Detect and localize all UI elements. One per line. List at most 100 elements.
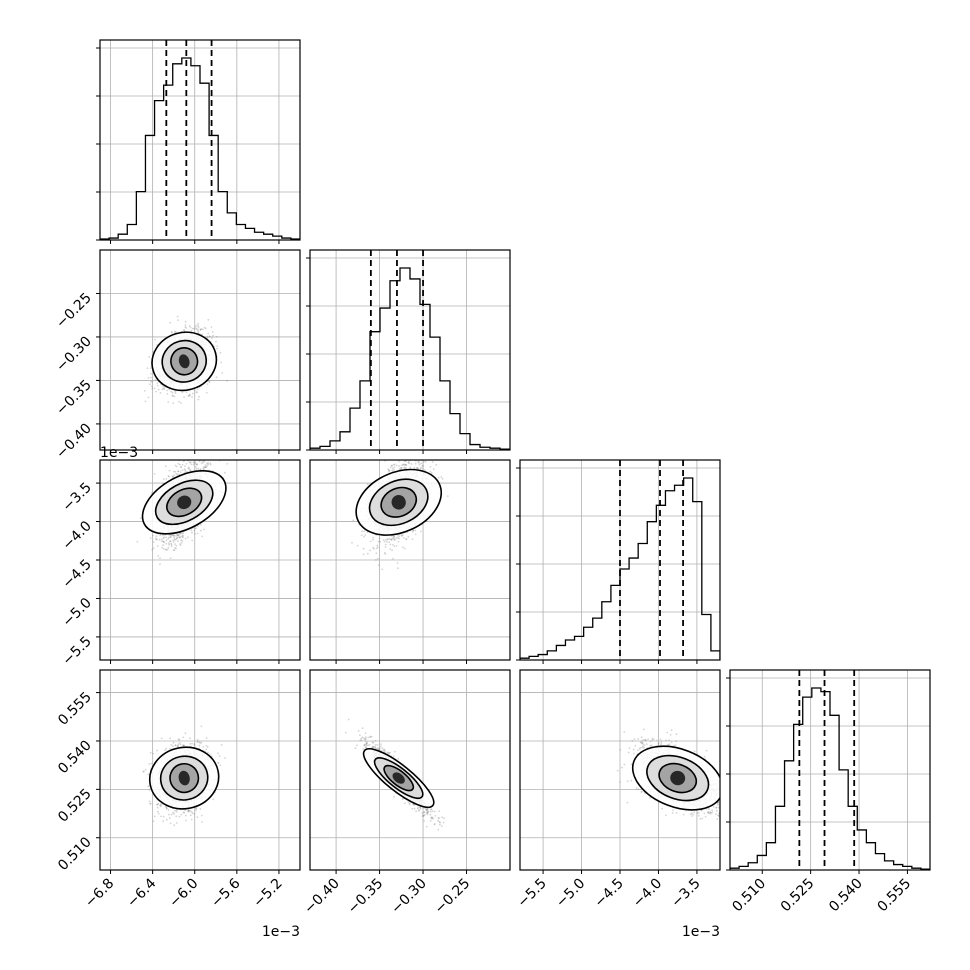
histogram-step [100,57,300,240]
sample-point [150,492,153,494]
sample-point [403,547,406,550]
sample-point [146,367,149,370]
sample-point [179,533,181,536]
sample-point [178,400,180,403]
sample-point [414,462,417,465]
sample-point [393,535,396,538]
sample-point [226,379,228,382]
sample-point [196,324,199,326]
sample-point [177,319,180,321]
sample-point [197,467,200,470]
sample-point [414,533,417,536]
sample-point [172,534,175,537]
sample-point [431,461,434,463]
sample-point [169,321,172,324]
sample-point [172,541,175,543]
sample-point [212,334,215,337]
sample-point [403,466,405,469]
sample-point [203,326,206,329]
sample-point [170,543,173,546]
sample-point [210,326,213,328]
sample-point [420,466,422,469]
sample-point [202,460,205,463]
sample-point [405,538,407,541]
sample-point [153,473,156,475]
sample-point [216,347,218,350]
sample-point [364,534,367,536]
sample-point [167,538,170,540]
sample-point [190,529,193,532]
sample-point [174,392,177,394]
sample-point [176,534,178,537]
sample-point [179,471,182,473]
sample-point [191,539,194,542]
sample-point [157,555,160,557]
sample-point [393,539,396,541]
sample-point [372,546,374,549]
sample-point [193,327,196,330]
sample-point [187,394,190,397]
sample-point [407,460,410,463]
sample-point [173,474,176,477]
sample-point [185,471,188,473]
sample-point [169,536,172,538]
sample-point [375,547,378,550]
sample-point [199,523,202,526]
sample-point [402,463,405,466]
sample-point [360,534,363,537]
sample-point [372,536,375,539]
sample-point [180,541,183,544]
sample-point [175,547,177,550]
sample-point [181,535,184,538]
sample-point [390,538,392,541]
sample-point [162,478,165,480]
sample-point [424,460,427,463]
sample-point [161,388,164,391]
sample-point [352,519,355,522]
sample-point [421,464,424,467]
y-tick-label: −4.5 [59,557,94,592]
sample-point [196,388,199,391]
sample-point [170,390,173,393]
y-tick-label: −0.30 [53,333,95,375]
density-contour [177,495,192,510]
sample-point [171,331,173,334]
sample-point [159,534,162,537]
sample-point [386,538,389,540]
sample-point [384,539,387,541]
sample-point [397,567,399,570]
sample-point [220,361,223,364]
sample-point [375,552,378,554]
sample-point [356,544,359,547]
sample-point [208,335,211,338]
sample-point [208,335,211,338]
sample-point [174,543,176,545]
sample-point [179,536,182,538]
sample-point [171,391,174,394]
sample-point [168,543,170,546]
sample-point [195,391,198,393]
sample-point [170,330,173,333]
sample-point [173,470,175,473]
sample-point [194,532,196,535]
sample-point [204,466,207,469]
sample-point [388,469,390,472]
sample-point [181,532,184,535]
sample-point [195,327,198,330]
sample-point [176,473,179,476]
y-tick-label: −3.5 [59,480,94,515]
sample-point [174,390,177,393]
sample-point [193,389,196,391]
sample-point [410,463,413,465]
sample-point [151,380,154,383]
sample-point [207,463,210,466]
sample-point [376,546,379,549]
sample-point [175,544,178,547]
sample-point [178,536,181,539]
sample-point [162,540,165,543]
sample-point [158,538,161,541]
sample-point [185,462,188,465]
sample-point [182,534,185,537]
sample-point [167,475,170,477]
scatter-panel [309,459,511,664]
